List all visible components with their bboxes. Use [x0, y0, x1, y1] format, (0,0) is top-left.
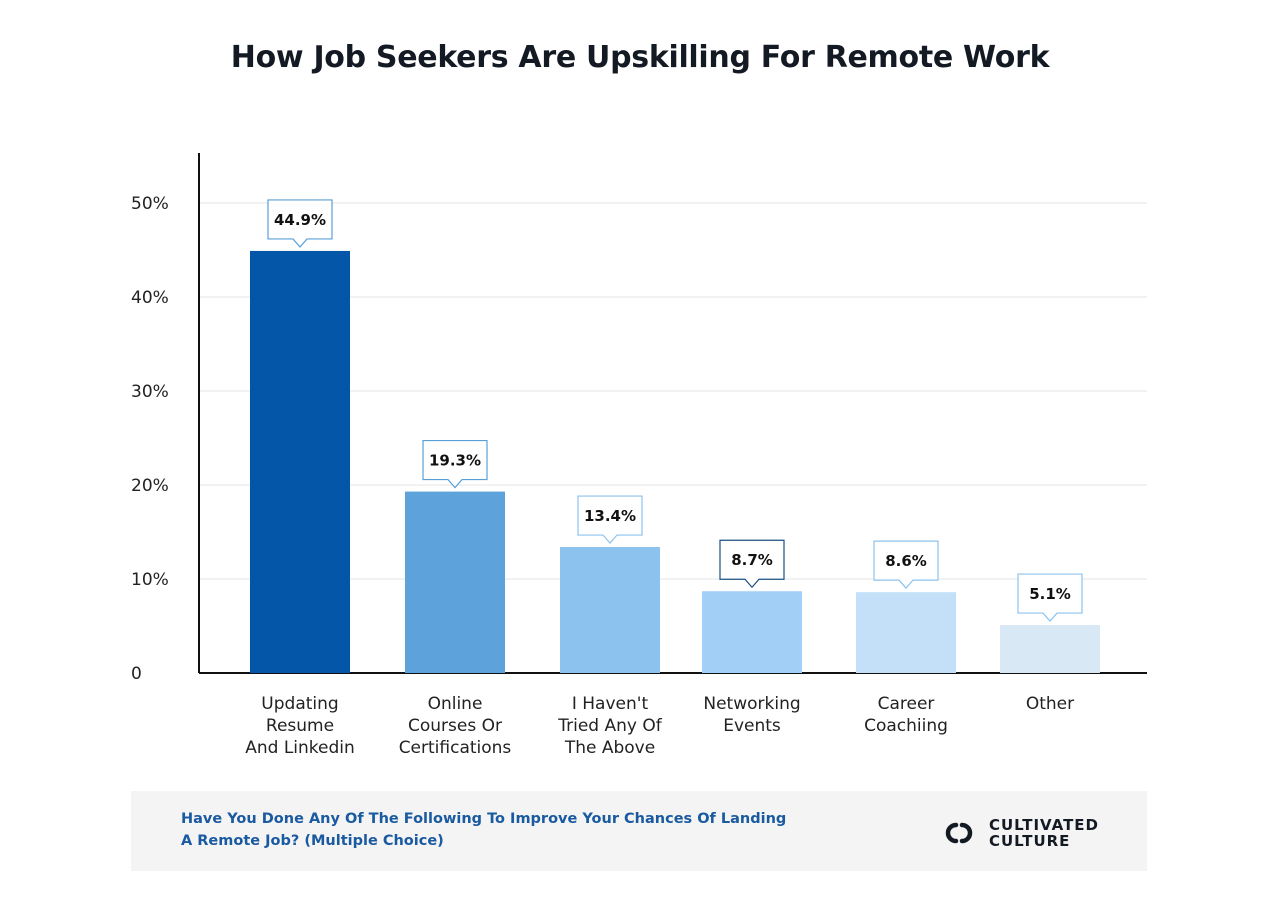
x-category-label: Resume: [266, 716, 334, 736]
data-label: 19.3%: [429, 452, 481, 470]
y-tick-label: 40%: [131, 288, 169, 308]
y-tick-label: 10%: [131, 570, 169, 590]
data-label: 13.4%: [584, 507, 636, 525]
chart-title: How Job Seekers Are Upskilling For Remot…: [230, 40, 1050, 75]
data-label: 8.6%: [885, 552, 927, 570]
x-category-label: I Haven't: [572, 694, 649, 714]
brand-logo: CULTIVATED CULTURE: [939, 817, 1099, 849]
x-category-label: Networking: [703, 694, 800, 714]
bar: [702, 591, 802, 673]
x-category-label: And Linkedin: [245, 738, 355, 758]
bar: [405, 491, 505, 673]
x-category-label: Other: [1026, 694, 1074, 714]
x-category-label: Coachiing: [864, 716, 948, 736]
y-tick-label: 0: [131, 664, 142, 684]
data-label-box: [422, 439, 488, 489]
survey-question: Have You Done Any Of The Following To Im…: [181, 811, 787, 849]
brand-name-line1: CULTIVATED: [988, 816, 1099, 834]
y-tick-label: 20%: [131, 476, 169, 496]
chain-link-icon: [945, 822, 973, 844]
y-tick-label: 50%: [131, 194, 169, 214]
y-tick-label: 30%: [131, 382, 169, 402]
x-category-label: Career: [878, 694, 935, 714]
bar: [560, 547, 660, 673]
data-label-box: [577, 495, 643, 544]
data-label-box: [873, 540, 939, 590]
data-label: 5.1%: [1029, 585, 1071, 603]
bar: [250, 250, 350, 673]
bar: [856, 592, 956, 673]
x-category-label: Certifications: [399, 738, 512, 758]
x-category-label: Courses Or: [408, 716, 502, 736]
data-label-box: [1017, 573, 1083, 622]
data-label: 8.7%: [731, 551, 773, 569]
bar: [1000, 625, 1100, 673]
data-label: 44.9%: [274, 211, 326, 229]
brand-name-line2: CULTURE: [988, 832, 1071, 850]
data-label-box: [267, 199, 333, 248]
x-category-label: Online: [428, 694, 483, 714]
footer-panel: Have You Done Any Of The Following To Im…: [131, 791, 1147, 871]
data-label-box: [719, 539, 785, 589]
x-category-label: Events: [723, 716, 781, 736]
x-category-label: Updating: [261, 694, 338, 714]
x-category-label: Tried Any Of: [557, 716, 663, 736]
x-category-label: The Above: [564, 738, 655, 758]
